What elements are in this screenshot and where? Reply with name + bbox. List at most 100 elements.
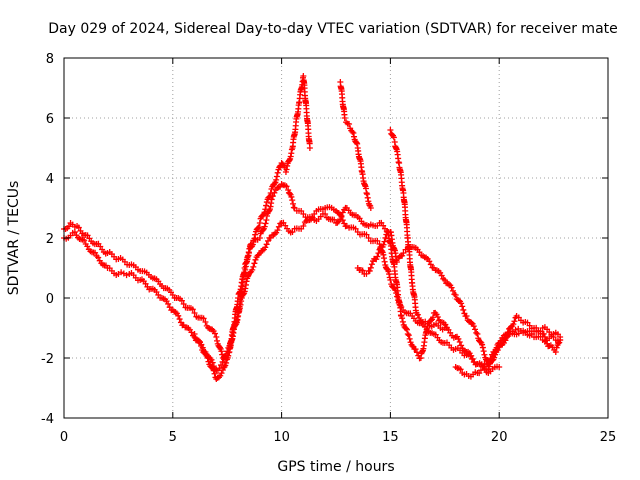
data-point-interp: [288, 193, 295, 200]
data-point-interp: [494, 347, 501, 354]
data-point-interp: [266, 193, 273, 200]
data-point-interp: [460, 306, 467, 313]
data-point-interp: [279, 161, 286, 168]
data-point: [387, 277, 394, 283]
data-point-interp: [123, 272, 130, 279]
data-point: [306, 145, 313, 151]
data-point-interp: [283, 183, 290, 190]
data-point: [496, 364, 503, 370]
y-tick-label: -4: [41, 412, 54, 427]
data-point-interp: [298, 207, 305, 214]
x-tick-label: 5: [169, 430, 177, 445]
data-point-interp: [165, 300, 172, 307]
data-points: [61, 73, 564, 382]
x-tick-label: 10: [273, 430, 290, 445]
data-point-interp: [142, 280, 149, 287]
data-point: [452, 292, 459, 298]
y-tick-label: 2: [46, 232, 54, 247]
data-point-interp: [511, 318, 518, 325]
data-point-interp: [541, 333, 548, 340]
series-track-g: [452, 313, 564, 380]
data-point-interp: [289, 197, 296, 204]
chart-title: Day 029 of 2024, Sidereal Day-to-day VTE…: [48, 21, 618, 37]
data-point-interp: [211, 370, 218, 377]
data-point-interp: [262, 244, 269, 251]
data-point-interp: [208, 364, 215, 371]
data-point-interp: [468, 352, 475, 359]
data-point-interp: [366, 267, 373, 274]
data-point: [552, 349, 559, 355]
data-point-interp: [382, 234, 389, 241]
data-point: [404, 331, 411, 337]
data-point-interp: [403, 325, 410, 332]
data-point-interp: [503, 332, 510, 339]
x-axis-label: GPS time / hours: [277, 459, 394, 475]
series-track-c: [191, 73, 313, 382]
data-point-interp: [250, 238, 257, 245]
data-point-interp: [512, 326, 519, 333]
data-point: [256, 235, 263, 241]
data-point-interp: [262, 206, 269, 213]
data-point-interp: [487, 355, 494, 362]
data-point-interp: [399, 252, 406, 259]
data-point-interp: [399, 318, 406, 325]
axis-ticks: [63, 57, 609, 419]
data-point-interp: [274, 227, 281, 234]
data-point-interp: [406, 335, 413, 342]
data-point-interp: [455, 335, 462, 342]
data-point: [441, 277, 448, 283]
data-point-interp: [477, 367, 484, 374]
data-point-interp: [457, 366, 464, 373]
data-point: [557, 337, 564, 343]
data-point-interp: [216, 344, 223, 351]
data-point-interp: [469, 355, 476, 362]
data-point-interp: [260, 226, 267, 233]
data-point-interp: [92, 249, 99, 256]
data-point-interp: [290, 200, 297, 207]
data-point-interp: [470, 323, 477, 330]
data-point-interp: [265, 237, 271, 244]
data-point-interp: [524, 319, 531, 326]
data-point-interp: [211, 330, 218, 337]
data-point-interp: [540, 330, 547, 337]
data-point: [443, 325, 450, 331]
data-point-interp: [412, 346, 419, 353]
data-point-interp: [510, 321, 517, 328]
data-point: [256, 220, 263, 226]
data-point-interp: [197, 338, 203, 345]
data-point-interp: [95, 254, 102, 261]
data-point: [365, 235, 372, 241]
data-point: [300, 211, 307, 217]
data-point: [346, 121, 353, 127]
data-point-interp: [81, 237, 88, 244]
data-point-interp: [75, 224, 82, 231]
data-point-interp: [210, 367, 217, 374]
data-point-interp: [374, 253, 381, 260]
data-point-interp: [205, 358, 212, 365]
data-point: [267, 190, 274, 196]
data-point-interp: [84, 232, 91, 239]
data-point: [202, 319, 209, 325]
data-point-interp: [178, 297, 185, 304]
data-point-interp: [263, 202, 270, 209]
series-track-d: [337, 79, 374, 211]
data-point-interp: [259, 212, 266, 219]
data-point-interp: [428, 317, 435, 324]
data-point-interp: [118, 269, 125, 276]
data-point-interp: [480, 348, 487, 355]
data-point-interp: [223, 359, 230, 366]
y-tick-labels: -4 -2 0 2 4 6 8: [41, 52, 54, 427]
data-point: [285, 187, 292, 193]
data-point-interp: [218, 348, 225, 355]
data-point: [387, 127, 394, 133]
y-tick-label: 8: [46, 52, 54, 67]
data-point-interp: [252, 231, 259, 238]
data-point-interp: [414, 311, 421, 318]
data-point: [289, 229, 296, 235]
data-point: [550, 334, 557, 340]
data-point: [191, 331, 198, 337]
data-point-interp: [251, 235, 258, 242]
data-point-interp: [195, 337, 202, 344]
data-point: [245, 250, 252, 256]
data-point-interp: [438, 272, 445, 279]
